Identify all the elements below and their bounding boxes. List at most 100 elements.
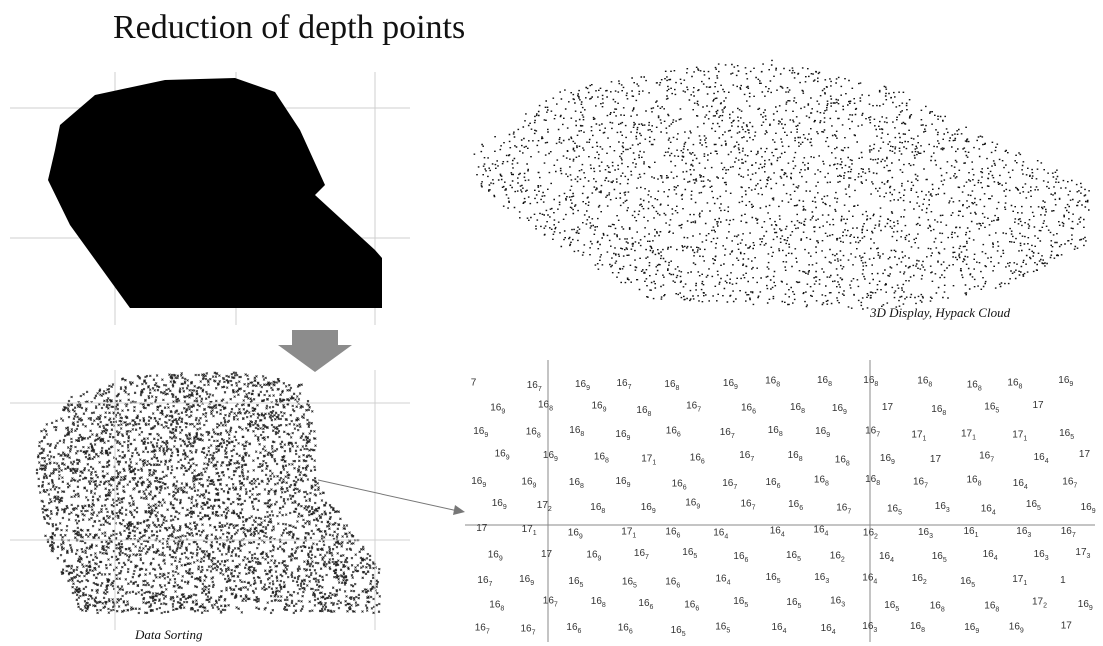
sounding: 169 [815,426,830,439]
sounding-decimal: 6 [745,557,749,564]
sounding: 169 [616,476,631,489]
sounding: 167 [741,498,756,511]
sounding: 171 [961,428,976,441]
sounding-whole: 16 [1009,622,1021,633]
slide-canvas: Reduction of depth points 3D Display, Hy… [0,0,1103,646]
sounding: 164 [981,503,996,516]
sounding-decimal: 8 [978,386,982,393]
sounding-decimal: 9 [586,385,590,392]
sounding: 171 [1012,430,1027,443]
sounding: 168 [538,400,553,413]
sounding: 164 [821,623,836,636]
sounding-decimal: 7 [538,386,542,393]
sounding: 168 [590,502,605,515]
sounding: 163 [935,501,950,514]
sounding-decimal: 1 [972,434,976,441]
sounding: 169 [492,498,507,511]
sounding: 168 [788,450,803,463]
sounding: 166 [788,499,803,512]
sounding-whole: 16 [618,623,630,634]
sounding: 164 [879,551,894,564]
sounding-decimal: 4 [994,555,998,562]
sounding-decimal: 4 [781,532,785,539]
sounding: 17 [930,454,942,465]
sounding-whole: 17 [537,500,549,511]
sounding-whole: 16 [964,526,976,537]
sorting-caption: Data Sorting [134,627,203,642]
sounding: 165 [786,550,801,563]
sounding-whole: 17 [1012,574,1024,585]
sounding: 7 [471,377,477,388]
sounding-whole: 16 [967,380,979,391]
sounding: 169 [964,622,979,635]
down-arrow [278,330,352,372]
sounding-decimal: 7 [645,554,649,561]
sounding: 168 [569,425,584,438]
sounding-decimal: 8 [921,627,925,634]
sounding-whole: 16 [1058,375,1070,386]
sounding-whole: 16 [671,625,683,636]
sounding-decimal: 7 [750,456,754,463]
sounding-whole: 16 [684,600,696,611]
sounding: 162 [912,573,927,586]
sounding-whole: 17 [1075,547,1087,558]
sounding: 166 [733,551,748,564]
sounding: 167 [722,478,737,491]
sounding-decimal: 8 [941,606,945,613]
sounding-decimal: 7 [733,484,737,491]
sounding-decimal: 8 [874,381,878,388]
sounding-decimal: 4 [825,531,829,538]
sounding-decimal: 8 [876,480,880,487]
sounding-whole: 16 [836,503,848,514]
sounding-decimal: 9 [484,432,488,439]
sounding-decimal: 6 [650,604,654,611]
sounding: 168 [790,402,805,415]
sounding-decimal: 9 [533,483,537,490]
sounding-decimal: 6 [578,628,582,635]
sounding: 163 [918,527,933,540]
sounding-whole: 16 [641,502,653,513]
sounding-whole: 16 [473,426,485,437]
sounding-whole: 16 [664,379,676,390]
sounding: 167 [686,401,701,414]
sounding-decimal: 9 [627,435,631,442]
sounding-decimal: 8 [676,385,680,392]
sounding-whole: 16 [1034,549,1046,560]
sounding-whole: 16 [720,427,732,438]
sounding-whole: 16 [786,550,798,561]
sounding: 169 [471,476,486,489]
sounding: 169 [880,453,895,466]
sounding: 165 [733,596,748,609]
sounding: 164 [772,622,787,635]
sounding-decimal: 5 [693,553,697,560]
soundings-grid [465,360,1095,642]
sounding: 164 [713,528,728,541]
sounding-whole: 16 [741,498,753,509]
sounding: 167 [521,623,536,636]
sounding-whole: 16 [538,400,550,411]
sounding-decimal: 6 [629,629,633,636]
sounding-decimal: 9 [975,628,979,635]
sounding-whole: 16 [495,449,507,460]
sounding: 167 [477,575,492,588]
sounding-whole: 16 [880,453,892,464]
sounding: 168 [984,600,999,613]
sounding: 166 [684,600,699,613]
sounding-decimal: 7 [924,482,928,489]
sounding-decimal: 1 [652,460,656,467]
sounding: 169 [490,402,505,415]
sounding-whole: 16 [815,426,827,437]
sounding-whole: 16 [575,379,587,390]
sounding: 171 [522,524,537,537]
sounding-whole: 16 [879,551,891,562]
sounding-whole: 16 [984,402,996,413]
sounding-whole: 16 [488,550,500,561]
sounding: 167 [865,426,880,439]
sounding-decimal: 9 [627,482,631,489]
sounding-whole: 16 [910,621,922,632]
sounding-whole: 16 [521,623,533,634]
sounding: 167 [739,450,754,463]
sounding-whole: 16 [716,574,728,585]
sounding: 166 [741,403,756,416]
sounding-decimal: 7 [486,629,490,636]
